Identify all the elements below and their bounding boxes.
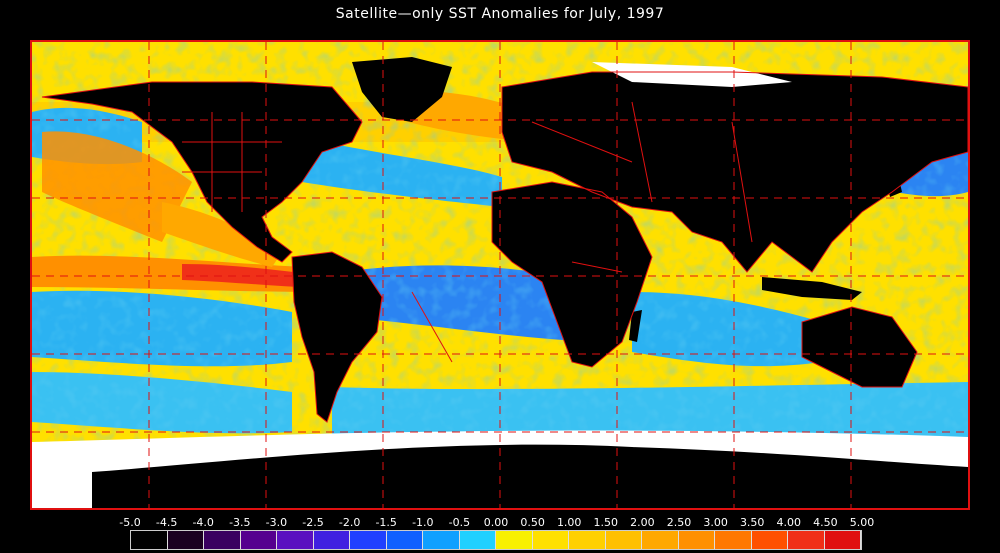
arctic-ice [592,62,792,87]
color-legend: -5.0 -4.5 -4.0 -3.5 -3.0 -2.5 -2.0 -1.5 -1.0 -0.5… [119,516,874,552]
legend-color-bar [130,530,862,550]
legend-tick-label: -4.0 [192,516,214,529]
subtropical-pacific-warm [162,202,282,267]
legend-swatch [678,531,715,549]
legend-swatch [204,531,241,549]
australia [802,307,917,387]
legend-swatch [751,531,788,549]
legend-swatch [788,531,825,549]
legend-swatch [824,531,861,549]
legend-tick-label: -0.5 [448,516,471,529]
legend-swatch [532,531,569,549]
legend-swatch [240,531,277,549]
legend-swatch [715,531,752,549]
south-america [292,252,382,422]
legend-tick-label: 4.00 [776,516,802,529]
legend-tick-label: -3.5 [229,516,251,529]
legend-tick-label: 1.00 [556,516,582,529]
legend-swatch [642,531,679,549]
north-pacific-warm [42,131,192,242]
legend-tick-label: -4.5 [155,516,178,529]
legend-tick-label: 0.50 [520,516,545,529]
legend-swatch [423,531,460,549]
africa [492,182,652,367]
legend-swatch [605,531,642,549]
antarctica [92,444,968,508]
indonesia [762,277,862,300]
legend-tick-label: 2.50 [666,516,692,529]
legend-swatch [569,531,606,549]
legend-swatch [459,531,496,549]
legend-tick-label: 3.50 [739,516,765,529]
legend-tick-label: 2.00 [630,516,655,529]
coastlines [41,71,968,423]
legend-swatch [167,531,204,549]
japan [882,157,902,197]
legend-tick-label: -1.5 [375,516,397,529]
legend-swatch [496,531,533,549]
graticule-lines [32,42,968,508]
map-canvas [32,42,968,508]
sst-anomaly-map[interactable] [30,40,970,510]
legend-tick-label: -2.0 [338,516,361,529]
legend-tick-label: -5.0 [119,516,141,529]
madagascar [629,310,642,342]
legend-swatch [313,531,350,549]
legend-tick-label: -1.0 [412,516,434,529]
legend-swatch [350,531,387,549]
legend-tick-label: 0.00 [483,516,509,529]
map-title: Satellite—only SST Anomalies for July, 1… [335,6,665,22]
legend-swatch [277,531,314,549]
legend-tick-label: 3.00 [703,516,728,529]
legend-tick-label: -3.0 [265,516,288,529]
warm-anomaly-regions [32,91,552,292]
legend-tick-label: -2.5 [302,516,324,529]
greenland [352,57,452,122]
legend-tick-label: 4.50 [813,516,838,529]
legend-tick-label: 1.50 [593,516,619,529]
legend-swatch [386,531,423,549]
legend-swatch [131,531,168,549]
legend-tick-label: 5.00 [849,516,875,529]
